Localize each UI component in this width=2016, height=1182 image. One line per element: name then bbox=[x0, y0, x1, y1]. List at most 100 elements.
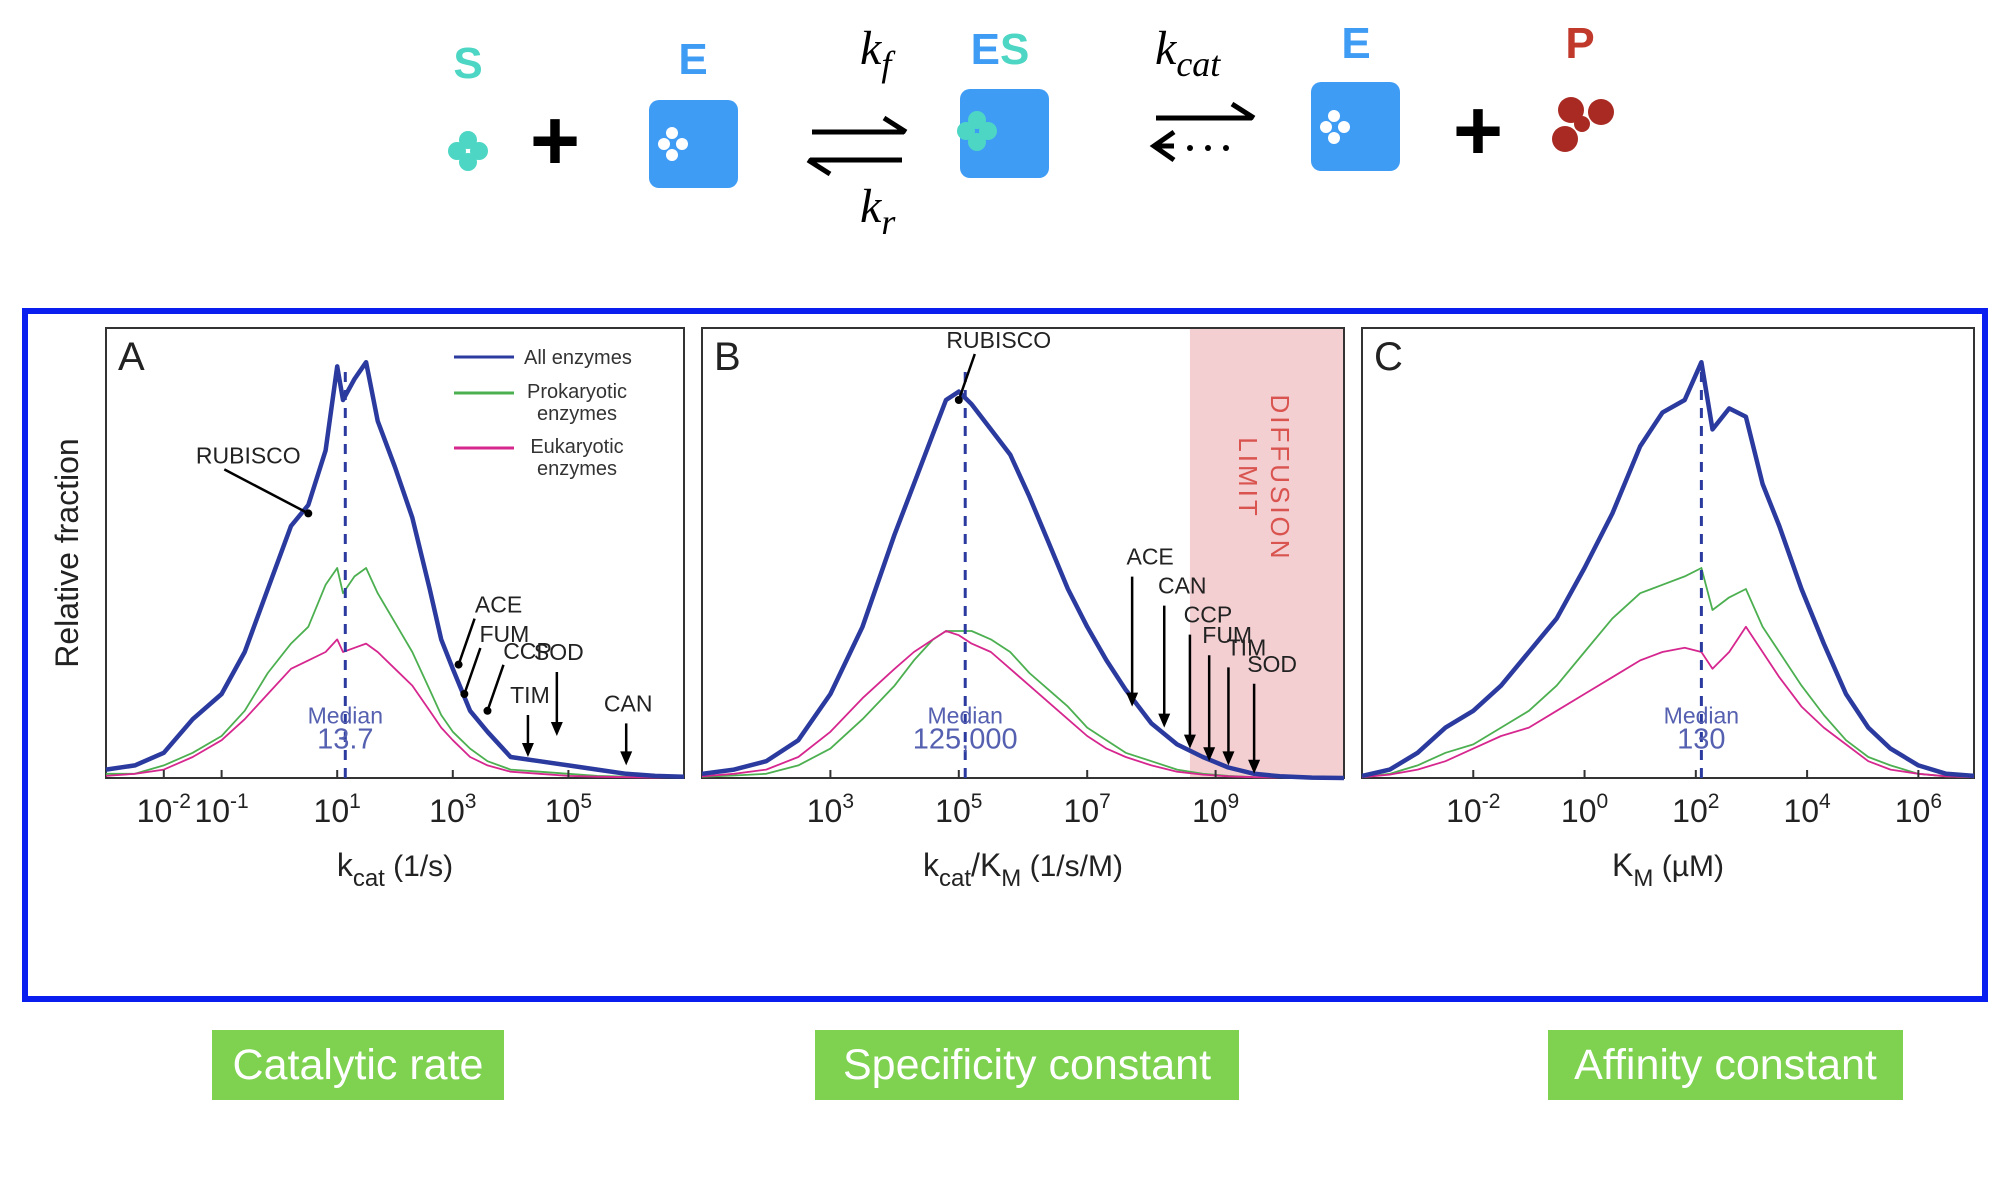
annotation-label-can: CAN bbox=[1158, 573, 1207, 599]
tick-base: 10 bbox=[1446, 793, 1482, 829]
annotation-arrowhead bbox=[1183, 734, 1196, 749]
annotation-label-rubisco: RUBISCO bbox=[196, 442, 301, 468]
annotation-arrowhead bbox=[521, 743, 534, 757]
annotation-arrowhead bbox=[1222, 751, 1235, 766]
charts-frame: Median 13.7 A 10-2 10-1 101 103 105 kcat (1/s) Re… bbox=[22, 308, 1988, 1002]
annotation-arrowhead bbox=[620, 751, 633, 766]
tick-exponent: 9 bbox=[1228, 790, 1240, 813]
annotation-arrowhead bbox=[454, 660, 463, 669]
tick-exponent: -2 bbox=[172, 790, 191, 813]
tick-exponent: 5 bbox=[971, 790, 983, 813]
annotation-arrowhead bbox=[550, 722, 563, 736]
y-axis-label: Relative fraction bbox=[49, 438, 85, 667]
panel-letter: A bbox=[118, 335, 145, 379]
tick-exponent: 2 bbox=[1708, 790, 1720, 813]
x-tick-label: 10-2 bbox=[137, 790, 191, 829]
legend-label: enzymes bbox=[537, 403, 617, 425]
annotation-label-fum: FUM bbox=[479, 621, 529, 647]
median-label: Median bbox=[928, 702, 1003, 728]
x-axis-label-part: M bbox=[1001, 865, 1021, 892]
annotation-label-ace: ACE bbox=[475, 592, 522, 618]
plus-sign-1: + bbox=[530, 93, 580, 189]
x-tick-label: 104 bbox=[1783, 790, 1831, 829]
tick-exponent: 3 bbox=[842, 790, 854, 813]
annotation-label-sod: SOD bbox=[1247, 651, 1297, 677]
x-axis-label-part: cat bbox=[353, 865, 385, 892]
x-tick-label: 101 bbox=[314, 790, 361, 829]
tick-base: 10 bbox=[137, 793, 173, 829]
x-tick-label: 102 bbox=[1672, 790, 1719, 829]
annotation-arrowhead bbox=[1158, 713, 1171, 728]
plus-sign-2: + bbox=[1453, 83, 1503, 179]
annotation-label-sod: SOD bbox=[534, 639, 584, 665]
tick-exponent: 5 bbox=[580, 790, 592, 813]
x-axis-label-part: cat bbox=[939, 865, 971, 892]
annotation-arrowhead bbox=[1203, 747, 1216, 762]
enzyme-icon-2 bbox=[1311, 82, 1400, 171]
x-axis-label-part: k bbox=[923, 847, 940, 883]
x-tick-label: 103 bbox=[429, 790, 476, 829]
x-axis-label-part: (µM) bbox=[1653, 850, 1724, 883]
reaction-scheme: S + E kf kr ES kcat E + P bbox=[448, 19, 1614, 242]
product-label: P bbox=[1565, 19, 1594, 68]
tick-exponent: 3 bbox=[465, 790, 477, 813]
annotation-arrowhead bbox=[483, 706, 492, 715]
annotation-arrow bbox=[486, 664, 505, 712]
tick-base: 10 bbox=[1895, 793, 1931, 829]
equilibrium-arrows-icon bbox=[806, 115, 908, 177]
tick-exponent: 1 bbox=[349, 790, 361, 813]
product-icon bbox=[1552, 97, 1614, 152]
x-tick-label: 10-2 bbox=[1446, 790, 1500, 829]
annotation-label-ace: ACE bbox=[1126, 544, 1173, 570]
enzyme-label-2: E bbox=[1341, 19, 1370, 68]
annotation-arrowhead bbox=[1126, 692, 1139, 707]
x-axis-label-part: /K bbox=[971, 847, 1001, 883]
tick-base: 10 bbox=[935, 793, 971, 829]
tick-exponent: 0 bbox=[1596, 790, 1608, 813]
complex-label: ES bbox=[971, 25, 1030, 74]
x-tick-label: 103 bbox=[807, 790, 854, 829]
tick-exponent: -1 bbox=[230, 790, 249, 813]
x-tick-label: 100 bbox=[1561, 790, 1608, 829]
diffusion-limit-region bbox=[1189, 328, 1344, 778]
tick-base: 10 bbox=[1672, 793, 1708, 829]
series-line-all-enzymes bbox=[701, 389, 1345, 781]
x-tick-label: 105 bbox=[935, 790, 982, 829]
annotation-label-tim: TIM bbox=[1227, 634, 1267, 660]
panel-letter: B bbox=[714, 335, 741, 379]
annotation-label-fum: FUM bbox=[1202, 622, 1252, 648]
legend-label: Prokaryotic bbox=[527, 381, 627, 403]
x-tick-label: 10-1 bbox=[194, 790, 248, 829]
forward-arrow-icon bbox=[1149, 101, 1256, 163]
legend-label: Eukaryotic bbox=[530, 436, 623, 458]
tick-base: 10 bbox=[807, 793, 843, 829]
x-axis-label: KM (µM) bbox=[1612, 847, 1724, 892]
rate-kr: kr bbox=[860, 180, 896, 242]
rate-kf: kf bbox=[860, 22, 896, 84]
substrate-label: S bbox=[453, 39, 482, 88]
tick-base: 10 bbox=[1064, 793, 1100, 829]
x-axis-label: kcat (1/s) bbox=[337, 847, 453, 892]
affinity-constant-label: Affinity constant bbox=[1548, 1030, 1903, 1100]
tick-exponent: -2 bbox=[1482, 790, 1501, 813]
annotation-label-rubisco: RUBISCO bbox=[946, 327, 1051, 353]
x-axis-label: kcat/KM (1/s/M) bbox=[923, 847, 1123, 892]
annotation-arrowhead bbox=[304, 509, 313, 518]
annotation-label-ccp: CCP bbox=[503, 638, 552, 664]
annotation-arrowhead bbox=[954, 396, 963, 404]
x-tick-label: 109 bbox=[1192, 790, 1239, 829]
annotation-label-tim: TIM bbox=[510, 682, 550, 708]
annotation-arrow bbox=[463, 647, 482, 695]
rate-kcat: kcat bbox=[1155, 22, 1221, 84]
annotation-label-can: CAN bbox=[604, 690, 653, 716]
annotation-label-ccp: CCP bbox=[1184, 602, 1233, 628]
tick-base: 10 bbox=[314, 793, 350, 829]
specificity-constant-label: Specificity constant bbox=[815, 1030, 1239, 1100]
panel-letter: C bbox=[1374, 335, 1403, 379]
tick-exponent: 7 bbox=[1099, 790, 1111, 813]
tick-base: 10 bbox=[429, 793, 465, 829]
enzyme-icon bbox=[649, 100, 738, 188]
